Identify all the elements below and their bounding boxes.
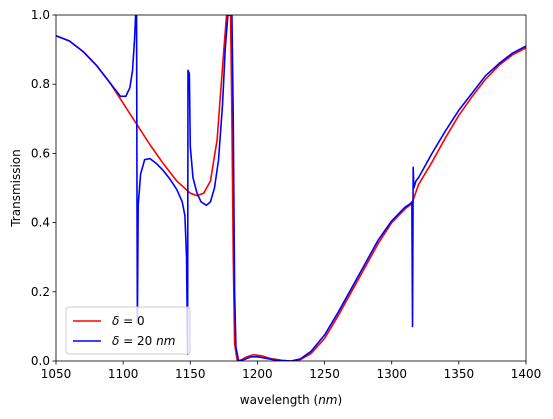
legend-frame [65, 306, 191, 355]
y-tick-label: 1.0 [31, 8, 50, 22]
plot-frame [55, 14, 527, 362]
legend-label-delta-20nm: δ = 20 nm [112, 334, 175, 348]
legend: δ = 0 δ = 20 nm [65, 306, 191, 355]
x-tick-label: 1050 [41, 367, 72, 381]
y-tick-label: 0.0 [31, 354, 50, 368]
x-tick-label: 1200 [242, 367, 273, 381]
x-tick-label: 1100 [108, 367, 139, 381]
x-tick-label: 1150 [175, 367, 206, 381]
series-line-delta-0 [56, 15, 526, 361]
y-axis-ticks: 0.0 0.2 0.4 0.6 0.8 1.0 [31, 8, 56, 368]
plot-background [56, 15, 526, 361]
series-layer [56, 15, 526, 361]
y-axis-label: Transmission [9, 149, 23, 228]
legend-label-delta-0: δ = 0 [112, 314, 145, 328]
x-axis-ticks: 1050 1100 1150 1200 1250 1300 1350 1400 [41, 361, 542, 381]
series-line-delta-20nm [56, 15, 526, 361]
x-axis-label: wavelength (nm) [240, 393, 342, 407]
y-tick-label: 0.6 [31, 146, 50, 160]
y-tick-label: 0.2 [31, 285, 50, 299]
x-tick-label: 1400 [511, 367, 542, 381]
x-tick-label: 1250 [309, 367, 340, 381]
y-tick-label: 0.8 [31, 77, 50, 91]
x-tick-label: 1300 [376, 367, 407, 381]
x-tick-label: 1350 [444, 367, 475, 381]
y-tick-label: 0.4 [31, 216, 50, 230]
